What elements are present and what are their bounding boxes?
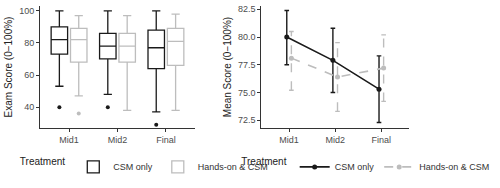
- svg-text:Final: Final: [156, 135, 176, 145]
- svg-text:Mid2: Mid2: [325, 135, 345, 145]
- svg-text:Treatment: Treatment: [20, 156, 65, 167]
- svg-text:CSM only: CSM only: [113, 162, 153, 172]
- svg-text:Hands-on & CSM: Hands-on & CSM: [419, 162, 489, 172]
- svg-text:40: 40: [24, 102, 34, 112]
- svg-text:Mid1: Mid1: [59, 135, 79, 145]
- svg-text:Mid2: Mid2: [108, 135, 128, 145]
- svg-text:Mean Score (0−100%): Mean Score (0−100%): [222, 17, 233, 117]
- svg-text:100: 100: [19, 6, 34, 16]
- svg-text:Exam Score (0−100%): Exam Score (0−100%): [3, 17, 14, 118]
- svg-text:75.0: 75.0: [238, 88, 256, 98]
- svg-text:Treatment: Treatment: [241, 156, 286, 167]
- svg-text:Hands-on & CSM: Hands-on & CSM: [197, 162, 268, 173]
- svg-text:72.5: 72.5: [238, 115, 256, 125]
- svg-text:Final: Final: [372, 135, 392, 145]
- svg-text:CSM only: CSM only: [335, 162, 375, 172]
- svg-text:77.5: 77.5: [238, 60, 256, 70]
- svg-text:Mid1: Mid1: [279, 135, 299, 145]
- svg-text:82.5: 82.5: [238, 4, 256, 14]
- svg-text:80.0: 80.0: [238, 32, 256, 42]
- svg-text:80: 80: [24, 38, 34, 48]
- svg-text:60: 60: [24, 70, 34, 80]
